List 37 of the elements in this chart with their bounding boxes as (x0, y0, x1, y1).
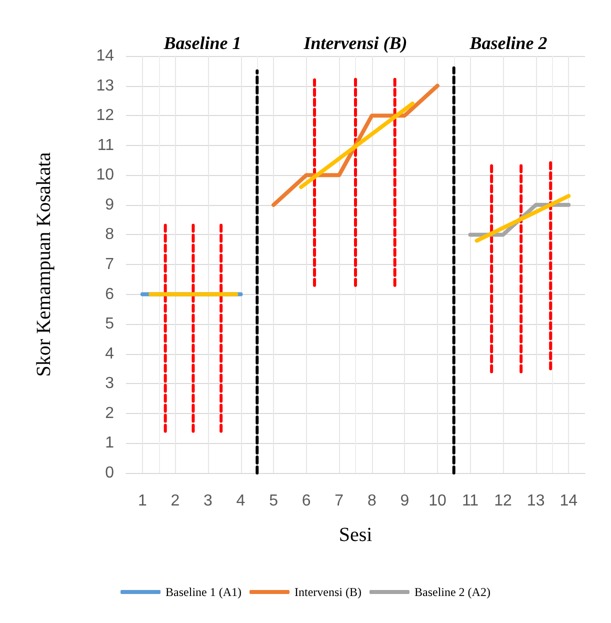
y-tick-label: 11 (97, 136, 114, 154)
y-tick-label: 2 (105, 404, 114, 422)
y-tick-label: 10 (96, 166, 114, 184)
y-tick-label: 3 (105, 375, 114, 392)
y-tick-label: 13 (96, 77, 114, 94)
y-tick-label: 12 (96, 107, 114, 124)
y-tick-label: 5 (105, 316, 114, 333)
x-tick-label: 6 (302, 492, 311, 510)
x-tick-label: 3 (204, 492, 213, 510)
x-tick-label: 2 (170, 492, 180, 510)
y-tick-label: 1 (105, 434, 114, 452)
x-tick-label: 8 (367, 492, 376, 510)
y-axis-title: Skor Kemampuan Kosakata (33, 152, 55, 377)
x-axis-title: Sesi (338, 524, 373, 546)
x-tick-label: 14 (560, 492, 578, 510)
x-tick-label: 13 (526, 492, 545, 510)
x-tick-label: 1 (138, 492, 147, 510)
x-tick-label: 11 (462, 492, 479, 510)
x-tick-label: 12 (494, 492, 512, 510)
y-tick-label: 8 (105, 226, 114, 244)
y-tick-label: 7 (105, 256, 114, 273)
legend-label: Baseline 2 (A2) (414, 585, 490, 599)
y-tick-label: 4 (105, 345, 114, 362)
y-tick-label: 14 (96, 48, 114, 64)
x-tick-label: 9 (400, 492, 410, 510)
legend-label: Baseline 1 (A1) (166, 585, 242, 599)
y-tick-label: 9 (105, 196, 114, 214)
text: Intervensi (B) (302, 33, 408, 53)
x-tick-label: 10 (428, 492, 446, 510)
text: Baseline 1 (162, 33, 242, 53)
x-tick-label: 7 (334, 492, 344, 510)
x-tick-label: 4 (236, 492, 246, 510)
y-tick-label: 6 (105, 286, 114, 303)
x-tick-label: 5 (269, 492, 278, 510)
text: Baseline 2 (468, 33, 548, 53)
y-tick-label: 0 (105, 464, 114, 482)
legend-label: Intervensi (B) (294, 585, 362, 599)
